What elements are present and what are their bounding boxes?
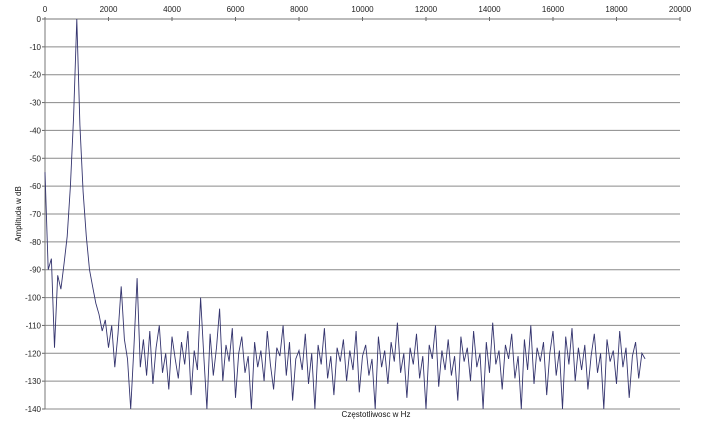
series-line-amplitude (44, 18, 646, 410)
y-tick-label: -50 (29, 154, 41, 163)
gridlines (45, 18, 680, 410)
y-tick-label: -10 (29, 43, 41, 52)
y-tick-label: -130 (25, 377, 42, 386)
x-tick-label: 12000 (415, 5, 438, 14)
y-tick-label: -80 (29, 238, 41, 247)
y-tick-label: 0 (37, 15, 42, 24)
x-tick-label: 10000 (351, 5, 374, 14)
x-axis-ticks: 0 2000 4000 6000 8000 10000 12000 14000 16000 180… (43, 5, 692, 21)
y-tick-label: -100 (25, 294, 42, 303)
x-tick-label: 0 (43, 5, 48, 14)
x-tick-label: 8000 (290, 5, 308, 14)
y-tick-label: -60 (29, 182, 41, 191)
y-tick-label: -140 (25, 405, 42, 414)
y-axis-ticks: 0 -10 -20 -30 -40 -50 -60 -70 -80 -90 -100 -110 -120… (25, 15, 45, 414)
y-tick-label: -70 (29, 210, 41, 219)
y-tick-label: -40 (29, 126, 41, 135)
x-tick-label: 16000 (542, 5, 565, 14)
y-tick-label: -110 (26, 321, 42, 330)
y-tick-label: -120 (25, 349, 42, 358)
x-tick-label: 14000 (478, 5, 501, 14)
y-tick-label: -20 (29, 71, 41, 80)
y-axis-label: Amplituda w dB (14, 186, 23, 242)
y-tick-label: -90 (29, 266, 41, 275)
y-tick-label: -30 (29, 99, 41, 108)
x-tick-label: 2000 (100, 5, 118, 14)
x-axis-label: Częstotliwosc w Hz (342, 410, 411, 419)
x-tick-label: 20000 (669, 5, 692, 14)
x-tick-label: 18000 (605, 5, 628, 14)
x-tick-label: 6000 (227, 5, 245, 14)
x-tick-label: 4000 (163, 5, 181, 14)
